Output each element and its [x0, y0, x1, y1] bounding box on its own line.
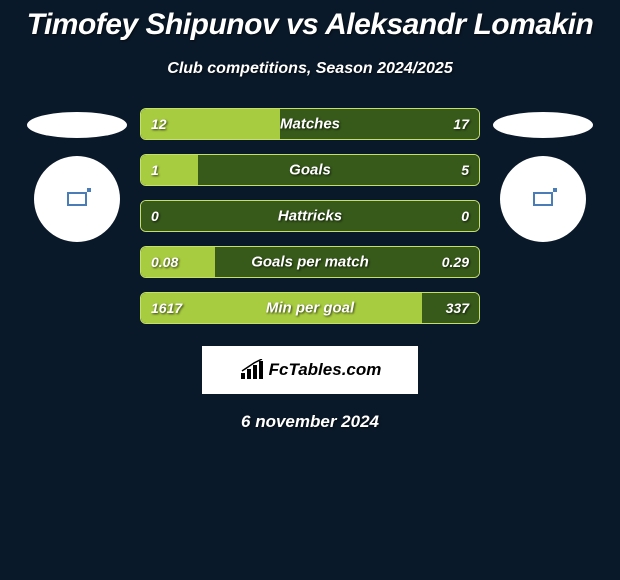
right-club-badge [500, 156, 586, 242]
stat-row: Matches 12 17 [140, 108, 480, 140]
stat-value-right: 5 [461, 162, 469, 178]
stat-value-right: 0 [461, 208, 469, 224]
logo-text: FcTables.com [269, 360, 382, 380]
stat-row: Min per goal 1617 337 [140, 292, 480, 324]
player1-name: Timofey Shipunov [27, 8, 278, 41]
stat-value-left: 0 [151, 208, 159, 224]
left-player-side [22, 108, 132, 242]
stat-label: Min per goal [266, 300, 354, 317]
stat-bar-left [141, 155, 198, 185]
page-title: Timofey Shipunov vs Aleksandr Lomakin [0, 0, 620, 42]
stat-row: Goals per match 0.08 0.29 [140, 246, 480, 278]
stat-row: Goals 1 5 [140, 154, 480, 186]
stat-label: Hattricks [278, 208, 342, 225]
comparison-content: Matches 12 17 Goals 1 5 Hattricks 0 0 Goals per m… [0, 108, 620, 338]
stat-value-left: 1 [151, 162, 159, 178]
vs-text: vs [286, 8, 318, 41]
source-logo: FcTables.com [202, 346, 418, 394]
player2-name: Aleksandr Lomakin [325, 8, 593, 41]
right-flag-icon [493, 112, 593, 138]
subtitle: Club competitions, Season 2024/2025 [0, 60, 620, 78]
stat-label: Matches [280, 116, 340, 133]
date-text: 6 november 2024 [0, 412, 620, 432]
stat-bar-right [198, 155, 479, 185]
stat-value-left: 0.08 [151, 254, 178, 270]
stat-value-right: 337 [446, 300, 469, 316]
stat-value-left: 1617 [151, 300, 182, 316]
stat-value-right: 17 [453, 116, 469, 132]
stat-bars: Matches 12 17 Goals 1 5 Hattricks 0 0 Goals per m… [140, 108, 480, 338]
stat-label: Goals [289, 162, 331, 179]
stat-value-left: 12 [151, 116, 167, 132]
stat-row: Hattricks 0 0 [140, 200, 480, 232]
left-flag-icon [27, 112, 127, 138]
stat-value-right: 0.29 [442, 254, 469, 270]
left-club-badge [34, 156, 120, 242]
right-player-side [488, 108, 598, 242]
stat-label: Goals per match [251, 254, 369, 271]
chart-icon [239, 359, 265, 381]
